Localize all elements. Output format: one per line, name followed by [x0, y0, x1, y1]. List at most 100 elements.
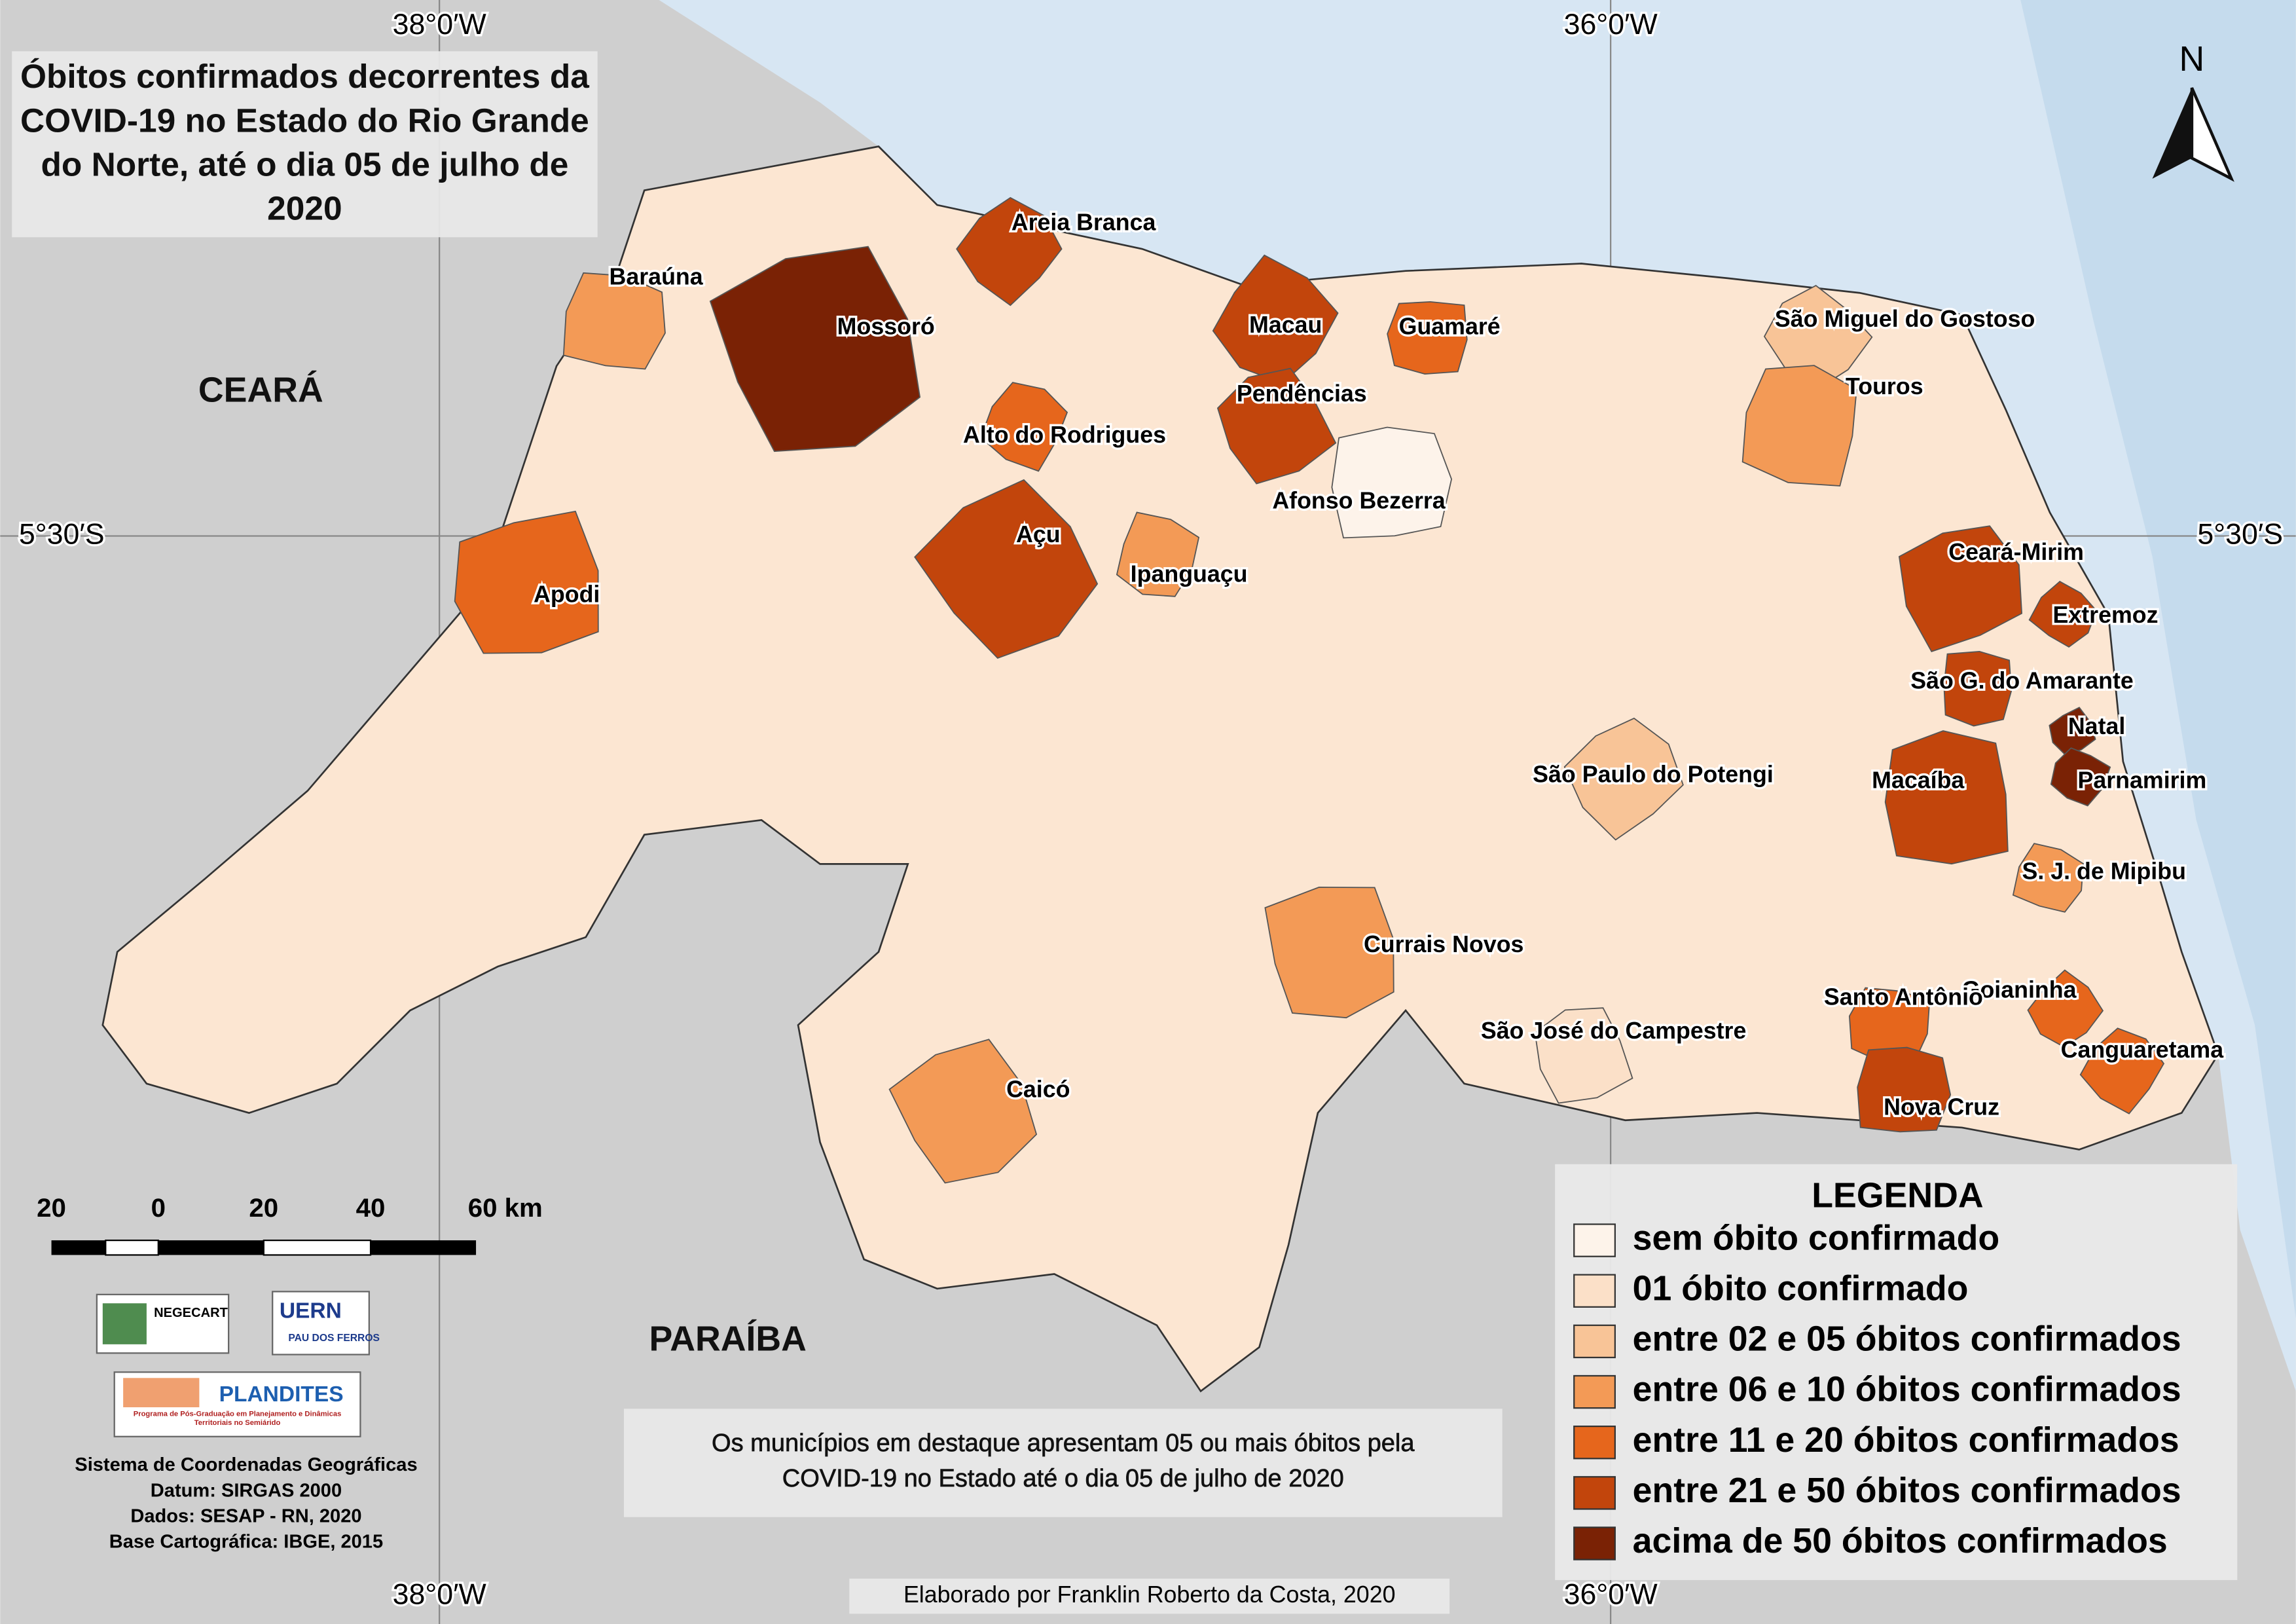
municipality — [1387, 301, 1468, 375]
coord-label: 38°0′W — [393, 1578, 487, 1610]
note-container: Os municípios em destaque apresentam 05 … — [712, 1429, 1415, 1492]
municipality-label: Açu — [1016, 521, 1061, 547]
legend-label: entre 02 e 05 óbitos confirmados — [1633, 1320, 2181, 1359]
municipality — [1331, 426, 1453, 539]
municipality-label: Parnamirim — [2078, 767, 2207, 794]
logo-icon — [102, 1303, 147, 1344]
legend-title: LEGENDA — [1812, 1175, 1983, 1215]
municipality-label: Goianinha — [1962, 976, 2077, 1003]
municipality-label: Touros — [1846, 373, 1923, 399]
scale-label: 20 — [37, 1193, 66, 1223]
legend-swatch — [1573, 1476, 1616, 1510]
municipality-label: Caicó — [1006, 1076, 1070, 1102]
municipality — [2012, 843, 2084, 913]
municipality — [2028, 580, 2098, 648]
title: Óbitos confirmados decorrentes da COVID-… — [20, 57, 589, 227]
municipality-label: Ceará-Mirim — [1948, 539, 2084, 565]
credit-line: Datum: SIRGAS 2000 — [151, 1480, 342, 1501]
municipality-label: S. J. de Mipibu — [2022, 858, 2186, 884]
municipality — [1898, 525, 2023, 652]
municipality-label: São Miguel do Gostoso — [1775, 306, 2035, 332]
municipality-label: Nova Cruz — [1884, 1094, 1999, 1120]
scale-bar: 20 0 20 40 60 km — [37, 1193, 543, 1256]
region-label: CEARÁ — [198, 370, 323, 409]
municipality — [709, 246, 921, 452]
municipality-label: Alto do Rodrigues — [963, 422, 1166, 448]
municipality-label: Afonso Bezerra — [1272, 487, 1446, 513]
logo-text: NEGECART — [154, 1306, 228, 1320]
credit-line: Dados: SESAP - RN, 2020 — [130, 1505, 361, 1526]
municipality-label: Canguaretama — [2061, 1037, 2225, 1063]
municipality — [454, 510, 599, 654]
municipality-label: Ipanguaçu — [1131, 561, 1248, 587]
scale-segment — [51, 1240, 106, 1255]
legend-swatch — [1573, 1526, 1616, 1560]
legend-label: sem óbito confirmado — [1633, 1218, 1999, 1257]
coord-label: 36°0′W — [1564, 1578, 1658, 1610]
scale-label: 40 — [356, 1193, 386, 1223]
title-box — [12, 51, 598, 238]
municipality — [1212, 254, 1339, 384]
municipality-label: Natal — [2068, 713, 2125, 739]
legend-label: entre 06 e 10 óbitos confirmados — [1633, 1370, 2181, 1409]
legend-label: 01 óbito confirmado — [1633, 1268, 1969, 1308]
municipality-label: São José do Campestre — [1481, 1018, 1747, 1044]
note-box — [623, 1409, 1503, 1517]
arrow-half — [2190, 87, 2234, 182]
logos: NEGECART UERN PAU DOS FERROS PLANDITES P… — [96, 1291, 380, 1437]
logo-text: UERN — [280, 1299, 342, 1323]
municipality-label: Guamaré — [1399, 313, 1501, 339]
municipality — [2027, 969, 2104, 1048]
municipality — [1857, 1046, 1952, 1133]
municipality — [1534, 1007, 1633, 1104]
note: Os municípios em destaque apresentam 05 … — [712, 1429, 1415, 1492]
credits: Sistema de Coordenadas Geográficas Datum:… — [75, 1454, 417, 1552]
municipality — [914, 479, 1099, 659]
municipality — [956, 196, 1063, 306]
legend: sem óbito confirmado 01 óbito confirmado e… — [1573, 1218, 2181, 1560]
municipality-label: Macau — [1249, 312, 1322, 338]
logo-text: PAU DOS FERROS — [288, 1333, 380, 1344]
logo-container: Programa de Pós-Graduação em Planejament… — [133, 1410, 342, 1428]
scale-segment — [105, 1239, 159, 1256]
logo-text: PLANDITES — [219, 1382, 344, 1407]
municipality — [1563, 717, 1684, 841]
legend-swatch — [1573, 1324, 1616, 1359]
municipality-label: Macaíba — [1872, 767, 1965, 794]
municipality — [1264, 887, 1394, 1019]
coord-label: 5°30′S — [19, 518, 105, 550]
municipality-label: Extremoz — [2053, 602, 2159, 628]
legend-swatch — [1573, 1274, 1616, 1308]
municipality — [888, 1039, 1038, 1184]
logo-icon — [123, 1378, 200, 1408]
logo-text: Programa de Pós-Graduação em Planejament… — [133, 1410, 342, 1428]
north-label: N — [2179, 39, 2205, 79]
municipality — [1884, 730, 2009, 865]
author: Elaborado por Franklin Roberto da Costa,… — [903, 1581, 1396, 1608]
municipality-label: Currais Novos — [1364, 931, 1523, 957]
municipality — [2079, 1027, 2165, 1115]
municipality-label: São G. do Amarante — [1910, 668, 2134, 694]
scale-label: 0 — [151, 1193, 166, 1223]
legend-swatch — [1573, 1425, 1616, 1460]
coord-label: 5°30′S — [2197, 518, 2283, 550]
credit-line: Base Cartográfica: IBGE, 2015 — [109, 1532, 383, 1553]
coord-label: 38°0′W — [393, 9, 487, 41]
scale-segment — [263, 1239, 372, 1256]
municipality-label: Santo Antônio — [1824, 984, 1983, 1010]
legend-label: acima de 50 óbitos confirmados — [1633, 1521, 2168, 1560]
legend-swatch — [1573, 1223, 1616, 1257]
municipality-label: Pendências — [1237, 380, 1367, 407]
scale-segment — [371, 1240, 477, 1255]
legend-swatch — [1573, 1375, 1616, 1409]
scale-segment — [158, 1240, 264, 1255]
legend-label: entre 21 e 50 óbitos confirmados — [1633, 1471, 2181, 1510]
municipality — [2049, 707, 2096, 756]
author-box — [849, 1578, 1450, 1614]
municipality — [980, 382, 1068, 472]
sea-shelf — [2020, 0, 2296, 1318]
state-outline — [101, 145, 2219, 1393]
scale-label: 60 km — [468, 1193, 543, 1223]
scale-label: 20 — [249, 1193, 278, 1223]
